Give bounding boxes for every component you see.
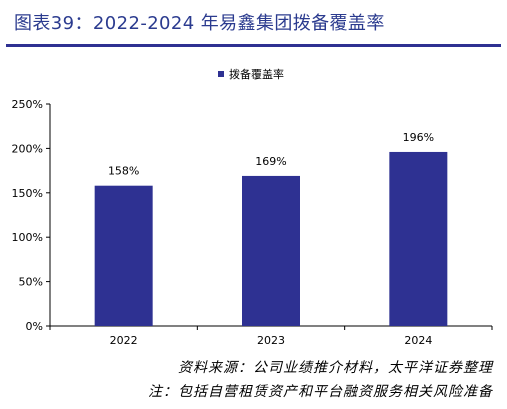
- footnote: 注：包括自营租赁资产和平台融资服务相关风险准备: [148, 384, 493, 400]
- x-tick-label: 2022: [110, 334, 138, 347]
- x-tick-label: 2024: [404, 334, 432, 347]
- y-tick-label: 200%: [12, 142, 43, 155]
- data-label-2024: 196%: [403, 131, 434, 144]
- bar-chart: 拨备覆盖率 0% 50% 100% 150% 200% 250% 2022 2023 2024…: [12, 67, 493, 347]
- bar-2024: [389, 151, 448, 326]
- chart-legend: 拨备覆盖率: [218, 67, 284, 81]
- bar-2023: [242, 175, 300, 326]
- y-tick-label: 250%: [12, 98, 43, 111]
- legend-label: 拨备覆盖率: [229, 67, 284, 81]
- bar-2022: [94, 185, 153, 326]
- y-tick-label: 0%: [26, 320, 43, 333]
- x-axis: 2022 2023 2024: [49, 325, 493, 347]
- data-label-2022: 158%: [108, 165, 139, 178]
- title-divider: [6, 44, 501, 47]
- y-tick-label: 150%: [12, 187, 43, 200]
- y-tick-label: 50%: [19, 276, 43, 289]
- source-note: 资料来源：公司业绩推介材料，太平洋证券整理: [178, 360, 493, 376]
- bars: [94, 151, 448, 326]
- y-axis: 0% 50% 100% 150% 200% 250%: [12, 98, 51, 333]
- y-tick-label: 100%: [12, 231, 43, 244]
- page-title: 图表39：2022-2024 年易鑫集团拨备覆盖率: [14, 13, 385, 34]
- legend-swatch: [218, 71, 224, 77]
- x-tick-label: 2023: [257, 334, 285, 347]
- data-labels: 158% 169% 196%: [108, 131, 434, 178]
- data-label-2023: 169%: [255, 155, 286, 168]
